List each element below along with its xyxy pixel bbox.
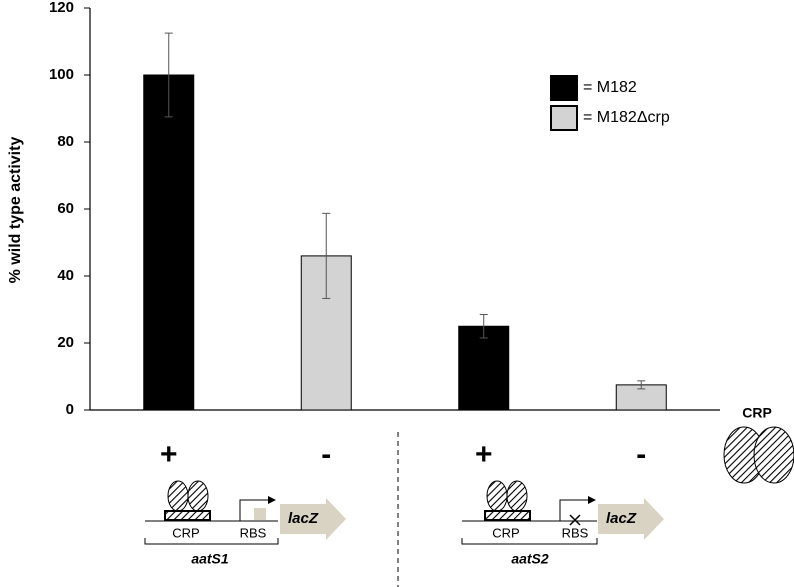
bracket <box>144 538 279 545</box>
y-tick-label: 80 <box>57 133 74 150</box>
category-label: - <box>321 438 331 471</box>
arrowhead <box>268 496 276 504</box>
y-tick-label: 120 <box>49 0 74 16</box>
crp-icon <box>187 480 209 512</box>
y-axis-label: % wild type activity <box>7 137 24 284</box>
bar <box>143 74 195 411</box>
error-bar <box>479 314 488 339</box>
error-bar <box>322 212 331 299</box>
gene-label: lacZ <box>606 510 637 527</box>
promoter-arrow <box>559 499 590 521</box>
y-tick-label: 20 <box>57 334 74 351</box>
legend-swatch <box>550 105 578 131</box>
legend-label: = M182Δcrp <box>583 109 670 126</box>
promoter-arrow <box>239 499 270 521</box>
gene-arrow <box>280 498 346 540</box>
y-tick-label: 100 <box>49 66 74 83</box>
rbs-label: RBS <box>562 525 589 540</box>
error-bar <box>637 380 646 390</box>
error-bar <box>164 32 173 118</box>
category-label: - <box>636 438 646 471</box>
category-label: + <box>160 438 178 471</box>
construct: lacZ CRP RBS aatS1 <box>144 480 346 567</box>
gene-label: lacZ <box>288 510 319 527</box>
gene-arrow <box>598 498 664 540</box>
legend-swatch <box>550 75 578 101</box>
construct-name: aatS2 <box>511 551 549 567</box>
y-tick-label: 60 <box>57 200 74 217</box>
construct: lacZ CRP RBS aatS2 <box>461 480 664 567</box>
bar <box>458 325 510 411</box>
construct-name: aatS1 <box>191 551 229 567</box>
crp-icon <box>486 480 508 512</box>
bracket <box>461 538 598 545</box>
arrowhead <box>588 496 596 504</box>
site-label: CRP <box>172 525 199 540</box>
category-label: + <box>475 438 493 471</box>
crp-icon <box>167 480 189 512</box>
site-label: CRP <box>492 525 519 540</box>
crp-site <box>164 510 211 521</box>
crp-icon <box>753 426 794 484</box>
y-tick-label: 40 <box>57 267 74 284</box>
crp-site <box>484 510 531 521</box>
crp-icon <box>506 480 528 512</box>
rbs-box <box>254 508 266 520</box>
legend-label: = M182 <box>583 79 637 96</box>
deletion-mark <box>569 514 581 526</box>
crp-label: CRP <box>742 405 772 421</box>
rbs-label: RBS <box>240 525 267 540</box>
y-tick-label: 0 <box>66 401 74 418</box>
